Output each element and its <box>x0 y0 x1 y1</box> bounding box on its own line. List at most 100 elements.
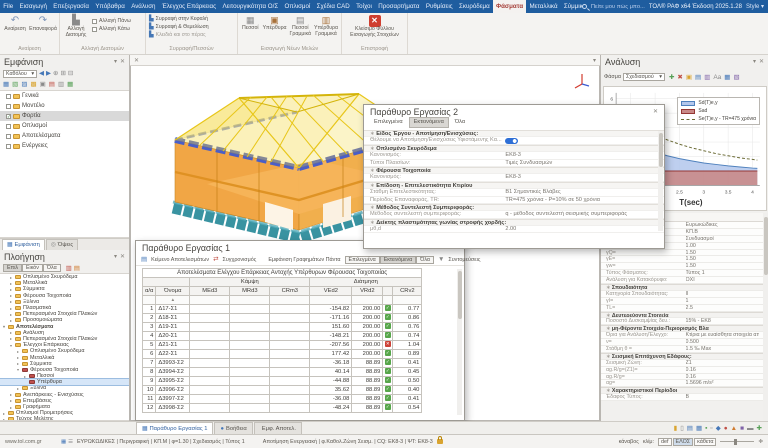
display-tree-item[interactable]: Ενέργειες <box>0 141 129 151</box>
display-tree-item[interactable]: Γενικά <box>0 91 129 101</box>
property-row[interactable]: Σπουδαιότητα <box>601 284 764 291</box>
quick-tool-icon[interactable]: ▬ <box>747 424 754 432</box>
window2-tab[interactable]: Εκτεινόμενα <box>408 117 449 128</box>
menu-item[interactable]: Λειτουργικότητα Ο/Σ <box>222 3 279 10</box>
nav-tree-item[interactable]: ▾ Φέρουσα Τοιχοποιία <box>16 366 79 373</box>
property-row[interactable]: TL= 2.5 <box>601 304 764 312</box>
display-tool-icon[interactable]: ▶ <box>46 70 51 77</box>
nav-tree-item[interactable]: ▸ Πεσσοί <box>23 373 55 380</box>
always-show-graphs-button[interactable]: Εμφάνιση Γραφημάτων Πάντα <box>268 256 341 263</box>
menu-item[interactable]: Υπόβαθρα <box>95 3 125 10</box>
assessment-settings-text[interactable]: Αποτίμηση Ενεργειακή | φ.Καθολ.Ζώνη Σεισ… <box>262 438 433 445</box>
close-input-sheet-button[interactable]: ✕ Κλείσιμο Φύλλου Εισαγωγής Στοιχείων <box>350 15 399 38</box>
quick-tool-icon[interactable]: ▦ <box>695 425 703 432</box>
property-row[interactable]: Τύποι Πλαισίων: Τιμές Συνδυασμών <box>364 160 664 167</box>
window-title-bar[interactable]: Παράθυρο Εργασίας 1 <box>136 241 464 254</box>
quick-tool-icon[interactable]: ● <box>723 424 728 432</box>
display-tree-item[interactable]: Αποτελέσματα <box>0 131 129 141</box>
display-mode-icon[interactable]: ▩ <box>30 81 37 88</box>
expander-icon[interactable]: ▾ <box>16 367 19 373</box>
property-row[interactable]: Οπλισμένο Σκυρόδεμα <box>364 144 664 153</box>
stitch-option[interactable]: ▙ Κλειδιά και στο πέρας <box>149 32 206 38</box>
change-below-checkbox[interactable]: Αλλαγή Κάτω <box>92 26 131 32</box>
nav-tree-item[interactable]: ▸ Τεύχος Μελέτης <box>2 416 54 421</box>
nav-tree-item[interactable]: ▸ Προσομοιώματα <box>9 317 63 324</box>
menu-item[interactable]: Ανάλυση <box>131 3 156 10</box>
property-row[interactable]: Μέθοδος συντελεστή συμπεριφοράς: q - μέθ… <box>364 211 664 219</box>
nav-tree-item[interactable]: ▾ Αποτελέσματα <box>2 323 54 330</box>
display-mode-icon[interactable]: ▤ <box>48 81 55 88</box>
nav-tree-item[interactable]: ▸ Ανάλυση <box>9 329 45 336</box>
display-mode-icon[interactable]: ▧ <box>12 81 19 88</box>
property-row[interactable]: Φέρουσα Τοιχοποιία <box>364 166 664 175</box>
menu-item[interactable]: Σύμμικτα <box>563 3 582 10</box>
property-row[interactable]: Περίοδος Επαναφοράς, TR: TR=475 χρόνια -… <box>364 197 664 204</box>
nav-tree-item[interactable]: ▾ Έλεγχοι Επάρκειας <box>9 342 69 349</box>
collapse-icon[interactable]: ▾ <box>113 254 117 260</box>
website-link[interactable]: www.tol.com.gr <box>5 438 42 445</box>
menu-item[interactable]: Προσαρτήματα <box>378 3 420 10</box>
expander-icon[interactable]: ▸ <box>9 398 12 404</box>
menu-item[interactable]: Έλεγχος Επάρκειας <box>161 3 217 10</box>
table-row[interactable]: 10 Δ3996-Σ2 35.62 88.89 ✓ 0.40 <box>141 385 423 395</box>
window-title-bar[interactable]: Παράθυρο Εργασίας 2 ✕ <box>364 105 664 118</box>
close-icon[interactable]: ✕ <box>134 57 140 64</box>
analysis-tool-icon[interactable]: ✖ <box>677 73 683 81</box>
property-row[interactable]: Σεισμική Ζώνη: Ζ1 <box>601 359 764 367</box>
property-row[interactable]: Όρια για Ανάλυση/Έλεγχο: Κτίρια με ευαίσ… <box>601 332 764 340</box>
property-row[interactable]: αg= 1.5696 m/s² <box>601 380 764 388</box>
property-row[interactable]: γw= 1.50 <box>601 263 764 271</box>
nav-filter-button[interactable]: Όλα <box>42 264 61 272</box>
design-settings-text[interactable]: ΕΥΡΩΚΩΔΙΚΕΣ | Περιγραφική | ΚΠ.Μ | φ=1.3… <box>76 438 245 445</box>
quick-tool-icon[interactable]: ▮ <box>673 425 678 432</box>
quick-tool-icon[interactable]: ■ <box>740 424 745 432</box>
menu-item[interactable]: File <box>3 3 14 10</box>
quick-tool-icon[interactable]: ▫ <box>710 424 713 432</box>
stitch-option[interactable]: ▙ Συρραφή στην Κεφαλή <box>149 16 209 22</box>
property-row[interactable]: γI= 1 <box>601 297 764 305</box>
shortcuts-button[interactable]: Συντομεύσεις <box>448 256 481 263</box>
collapse-icon[interactable]: ▾ <box>592 57 596 64</box>
table-row[interactable]: 11 Δ3997-Σ2 -36.08 88.89 ✓ 0.41 <box>141 394 423 404</box>
expander-icon[interactable]: ▸ <box>9 293 12 299</box>
zoom-in-icon[interactable]: ✛ <box>758 438 763 445</box>
checkbox-icon[interactable] <box>6 93 11 99</box>
collapse-icon[interactable]: ▾ <box>752 59 756 65</box>
property-row[interactable]: Κανονισμός: ΕΚ8-3 <box>364 152 664 160</box>
nav-tool-icon[interactable]: ▥ <box>65 264 72 272</box>
expander-icon[interactable]: ▸ <box>9 317 12 323</box>
bottom-tab[interactable]: Εμφ. Αποτελ. <box>253 422 302 434</box>
quick-tool-icon[interactable]: ▲ <box>730 424 738 432</box>
nav-tree-item[interactable]: ▸ Σύμμικτα <box>16 360 52 367</box>
expander-icon[interactable]: ▸ <box>2 410 5 416</box>
expander-icon[interactable]: ▸ <box>16 355 19 361</box>
table-row[interactable]: 8 Δ3994-Σ2 40.14 88.89 ✓ 0.45 <box>141 367 423 377</box>
expander-icon[interactable]: ▸ <box>9 336 12 342</box>
quick-tool-icon[interactable]: ◆ <box>715 425 721 432</box>
scrollbar[interactable] <box>457 269 462 415</box>
nav-tree-item[interactable]: ▸ Μεταλλικά <box>16 354 55 361</box>
table-row[interactable]: 2 Δ18-Σ1 -171.16 200.00 ✓ 0.86 <box>141 313 423 323</box>
expander-icon[interactable]: ▸ <box>16 361 19 367</box>
display-mode-icon[interactable]: ▨ <box>21 81 28 88</box>
zoom-slider[interactable] <box>720 438 755 445</box>
expander-icon[interactable]: ▾ <box>2 324 5 330</box>
display-tool-icon[interactable]: ⊕ <box>53 70 59 77</box>
bottom-tab[interactable]: ● Βοήθεια <box>214 422 253 434</box>
quick-tool-icon[interactable]: ✚ <box>756 425 762 432</box>
quick-tool-icon[interactable]: ▪ <box>705 424 708 432</box>
nav-filter-button[interactable]: Εικόν <box>22 264 43 272</box>
property-row[interactable]: γQ= 1.50 <box>601 249 764 257</box>
property-row[interactable]: γE= 1.50 <box>601 256 764 264</box>
property-row[interactable]: Ανάλυση για Κατακόρυφο: ΟΧΙ <box>601 277 764 285</box>
nav-tree-item[interactable]: ▸ Πεπερασμένα Στοιχεία Πλακών <box>9 311 98 318</box>
analysis-tool-icon[interactable]: ▥ <box>704 73 711 81</box>
checkbox-icon[interactable] <box>6 143 11 149</box>
left-panel-tab[interactable]: ▦ Εμφάνιση <box>2 239 45 250</box>
property-row[interactable]: Είδος Έργου - Αποτίμηση/Ενισχύσεις: <box>364 130 664 138</box>
menu-item[interactable]: Οπλισμοί <box>284 3 311 10</box>
new-member-button[interactable]: ▤ Πεσσοί Γραμμικά <box>289 15 312 37</box>
change-section-button[interactable]: ▙ Αλλαγή Διατομής <box>65 15 87 38</box>
property-row[interactable]: Τύπος Φάσματος: Τύπος 1 <box>601 270 764 278</box>
checkbox-icon[interactable] <box>6 103 11 109</box>
